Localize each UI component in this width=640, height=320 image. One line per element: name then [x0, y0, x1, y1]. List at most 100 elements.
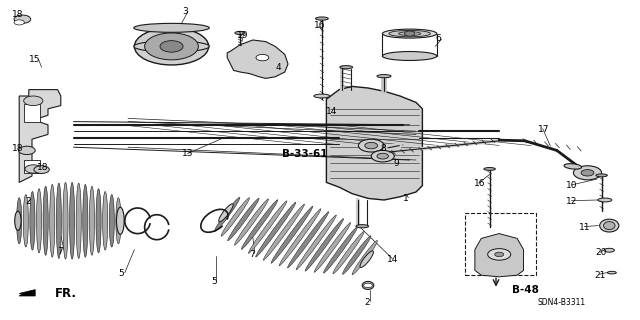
Ellipse shape [30, 191, 35, 250]
Ellipse shape [56, 183, 61, 259]
Text: 17: 17 [538, 125, 549, 134]
Ellipse shape [70, 182, 75, 259]
Text: B-48: B-48 [512, 284, 539, 295]
Ellipse shape [256, 202, 296, 257]
Polygon shape [19, 290, 35, 296]
Text: 18: 18 [12, 10, 23, 19]
Circle shape [160, 41, 183, 52]
Ellipse shape [360, 251, 374, 268]
Circle shape [377, 153, 388, 159]
Text: SDN4-B3311: SDN4-B3311 [538, 298, 586, 307]
Circle shape [24, 96, 43, 106]
Text: 13: 13 [182, 149, 194, 158]
Polygon shape [326, 86, 422, 200]
Text: 19: 19 [237, 31, 248, 40]
Text: 12: 12 [566, 197, 578, 206]
Ellipse shape [362, 282, 374, 289]
Text: 9: 9 [394, 159, 399, 168]
Ellipse shape [219, 204, 233, 222]
Ellipse shape [15, 211, 21, 230]
Circle shape [573, 166, 602, 180]
Ellipse shape [116, 198, 121, 244]
Text: 1: 1 [403, 194, 409, 203]
Ellipse shape [607, 271, 616, 274]
Circle shape [364, 283, 372, 288]
Ellipse shape [228, 198, 259, 241]
Text: 3: 3 [182, 7, 188, 16]
Ellipse shape [484, 168, 495, 170]
Circle shape [365, 142, 378, 149]
Text: 14: 14 [326, 108, 338, 116]
Ellipse shape [96, 189, 101, 253]
Ellipse shape [221, 198, 250, 236]
Circle shape [14, 20, 24, 25]
Ellipse shape [43, 186, 48, 255]
Circle shape [145, 33, 198, 60]
Ellipse shape [314, 94, 330, 98]
Text: FR.: FR. [54, 287, 76, 300]
Ellipse shape [564, 164, 582, 169]
Ellipse shape [109, 195, 115, 247]
Ellipse shape [263, 204, 305, 260]
Circle shape [134, 28, 209, 65]
Ellipse shape [342, 236, 371, 274]
Text: 11: 11 [579, 223, 591, 232]
Circle shape [256, 54, 269, 61]
Ellipse shape [314, 223, 351, 272]
Bar [24, 104, 40, 122]
Ellipse shape [134, 41, 209, 52]
Ellipse shape [323, 227, 358, 273]
Ellipse shape [214, 197, 240, 232]
Text: 10: 10 [566, 181, 578, 190]
Ellipse shape [50, 184, 55, 257]
Ellipse shape [377, 75, 391, 78]
Ellipse shape [36, 189, 42, 253]
Circle shape [19, 146, 35, 155]
Text: 2: 2 [365, 298, 371, 307]
Text: 6: 6 [435, 34, 441, 43]
Ellipse shape [316, 17, 328, 20]
Ellipse shape [604, 221, 615, 230]
Text: 7: 7 [58, 247, 63, 256]
Ellipse shape [340, 66, 353, 69]
Circle shape [404, 31, 415, 36]
Ellipse shape [279, 209, 321, 266]
Polygon shape [475, 234, 524, 277]
Text: 15: 15 [29, 55, 40, 64]
Ellipse shape [83, 184, 88, 257]
Ellipse shape [383, 29, 437, 38]
Circle shape [25, 165, 42, 173]
Ellipse shape [17, 198, 22, 244]
Ellipse shape [90, 186, 95, 255]
Bar [24, 160, 40, 173]
Ellipse shape [356, 225, 369, 228]
Ellipse shape [604, 248, 614, 252]
Text: 21: 21 [594, 271, 605, 280]
Circle shape [488, 249, 511, 260]
Circle shape [371, 150, 394, 162]
Ellipse shape [63, 182, 68, 259]
Text: 8: 8 [381, 144, 387, 153]
Ellipse shape [287, 212, 329, 268]
Ellipse shape [102, 191, 108, 250]
Text: 5: 5 [211, 277, 217, 286]
Ellipse shape [134, 23, 209, 32]
Ellipse shape [383, 52, 437, 60]
Bar [465, 213, 536, 275]
Ellipse shape [248, 201, 287, 253]
Circle shape [495, 252, 504, 257]
Ellipse shape [235, 31, 245, 35]
Text: B-33-61: B-33-61 [282, 148, 327, 159]
Ellipse shape [76, 183, 81, 259]
Text: 18: 18 [12, 144, 23, 153]
Circle shape [14, 15, 31, 23]
Ellipse shape [23, 195, 28, 247]
Text: 16: 16 [474, 180, 485, 188]
Ellipse shape [598, 198, 612, 202]
Ellipse shape [271, 206, 313, 263]
Ellipse shape [389, 30, 431, 37]
Text: 7: 7 [250, 250, 255, 259]
Ellipse shape [596, 174, 607, 177]
Ellipse shape [234, 199, 269, 245]
Text: 16: 16 [314, 21, 325, 30]
